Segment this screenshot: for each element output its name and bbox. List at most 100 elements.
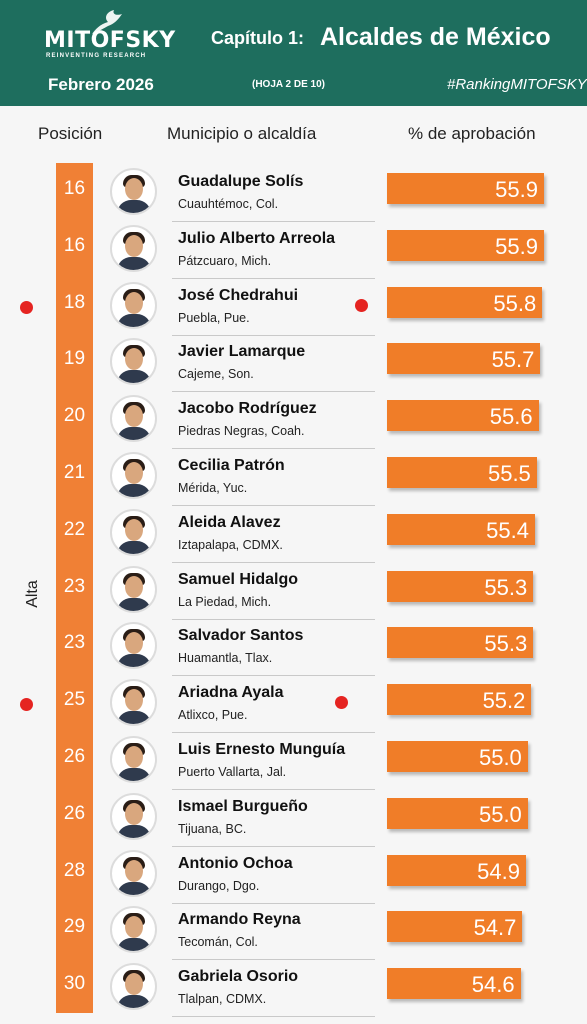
table-row: 16 Julio Alberto Arreola Pátzcuaro, Mich. 5…	[0, 222, 587, 279]
approval-bar	[387, 229, 544, 261]
table-row: 16 Guadalupe Solís Cuauhtémoc, Col. 55.9	[0, 165, 587, 222]
mayor-name: Guadalupe Solís	[178, 173, 304, 190]
approval-bar	[387, 173, 544, 204]
municipality-name: Iztapalapa, CDMX.	[178, 537, 283, 552]
table-row: 20 Jacobo Rodríguez Piedras Negras, Coah. 5…	[0, 392, 587, 450]
approval-bar	[387, 684, 532, 716]
avatar-face	[125, 859, 143, 882]
position-value: 29	[63, 916, 86, 938]
approval-value: 55.0	[478, 801, 522, 827]
marker-dot-right	[355, 298, 368, 312]
chapter-label: Capítulo 1:	[211, 28, 304, 48]
avatar-body	[117, 484, 151, 497]
avatar-body	[117, 824, 151, 838]
approval-bar	[387, 570, 534, 602]
table-row: 29 Armando Reyna Tecomán, Col. 54.7	[0, 903, 587, 961]
avatar-face	[125, 689, 143, 712]
avatar	[110, 224, 157, 272]
avatar	[110, 168, 157, 215]
approval-bar	[387, 968, 521, 1000]
approval-value: 54.7	[473, 915, 517, 941]
position-value: 28	[63, 859, 86, 881]
avatar-body	[117, 938, 151, 952]
marker-dot-left	[20, 698, 33, 712]
avatar	[110, 565, 157, 613]
approval-bar	[387, 513, 535, 545]
avatar-face	[125, 405, 143, 428]
approval-bar	[387, 741, 528, 772]
position-band	[56, 163, 93, 1013]
avatar-face	[125, 632, 143, 655]
mayor-name: Salvador Santos	[178, 627, 304, 645]
avatar-face	[125, 575, 143, 598]
position-value: 25	[63, 689, 86, 711]
row-divider	[172, 561, 375, 563]
row-divider	[172, 505, 375, 506]
approval-value: 55.9	[495, 177, 538, 202]
avatar	[110, 906, 157, 954]
position-value: 26	[63, 802, 86, 824]
approval-value: 55.2	[482, 688, 526, 714]
sheet-indicator: (HOJA 2 DE 10)	[252, 79, 325, 90]
approval-bar	[387, 343, 541, 375]
avatar-face	[125, 518, 143, 541]
table-row: 26 Luis Ernesto Munguía Puerto Vallarta, J…	[0, 733, 587, 790]
municipality-name: Cajeme, Son.	[178, 367, 254, 382]
table-row: 23 Samuel Hidalgo La Piedad, Mich. 55.3	[0, 563, 587, 620]
avatar-body	[117, 200, 151, 213]
avatar-face	[125, 916, 143, 939]
approval-value: 55.5	[487, 461, 531, 486]
municipality-name: Cuauhtémoc, Col.	[178, 197, 279, 211]
position-value: 18	[63, 291, 86, 313]
approval-bar	[387, 797, 528, 829]
avatar-face	[125, 973, 143, 996]
avatar	[110, 679, 157, 727]
position-value: 21	[63, 462, 86, 483]
avatar-face	[125, 348, 143, 371]
approval-value: 55.6	[489, 404, 533, 430]
table-row: 23 Salvador Santos Huamantla, Tlax. 55.3	[0, 619, 587, 677]
approval-bar	[387, 286, 543, 318]
mayor-name: Aleida Alavez	[178, 513, 281, 531]
table-row: 22 Aleida Alavez Iztapalapa, CDMX. 55.4	[0, 506, 587, 563]
row-divider	[172, 845, 375, 847]
position-value: 30	[63, 973, 86, 995]
municipality-name: Mérida, Yuc.	[178, 481, 248, 495]
logo-tagline: Reinventing Research	[46, 53, 147, 59]
avatar	[110, 395, 157, 443]
approval-bar	[387, 627, 534, 659]
mayor-name: Ismael Burgueño	[178, 797, 308, 815]
column-header-approval: % de aprobación	[408, 124, 536, 143]
avatar	[110, 338, 157, 386]
avatar	[110, 622, 157, 670]
mayor-name: Gabriela Osorio	[178, 968, 299, 986]
mayor-name: Jacobo Rodríguez	[178, 400, 317, 418]
avatar	[110, 281, 157, 329]
page-title: Alcaldes de México	[320, 23, 551, 51]
avatar-body	[117, 711, 151, 725]
avatar-body	[117, 654, 151, 668]
position-value: 19	[63, 348, 86, 370]
approval-value: 55.3	[484, 574, 528, 600]
marker-dot-left	[20, 300, 33, 314]
row-divider	[172, 1016, 375, 1018]
avatar-body	[117, 768, 151, 781]
municipality-name: Tijuana, BC.	[178, 821, 247, 836]
mayor-name: Samuel Hidalgo	[178, 570, 299, 588]
position-value: 16	[63, 178, 86, 199]
mayor-name: Luis Ernesto Munguía	[178, 741, 346, 758]
mayor-name: Antonio Ochoa	[178, 854, 293, 872]
position-value: 16	[63, 234, 86, 256]
table-row: 28 Antonio Ochoa Durango, Dgo. 54.9	[0, 847, 587, 904]
row-divider	[172, 334, 375, 336]
approval-value: 55.8	[493, 290, 537, 316]
municipality-name: Tlalpan, CDMX.	[178, 992, 267, 1007]
municipality-name: Puebla, Pue.	[178, 310, 250, 325]
municipality-name: Pátzcuaro, Mich.	[178, 253, 272, 268]
mayor-name: Armando Reyna	[178, 911, 301, 929]
row-divider	[172, 221, 375, 222]
column-header-municipality: Municipio o alcaldía	[167, 124, 317, 143]
avatar-face	[125, 234, 143, 257]
marker-dot-right	[335, 696, 348, 710]
